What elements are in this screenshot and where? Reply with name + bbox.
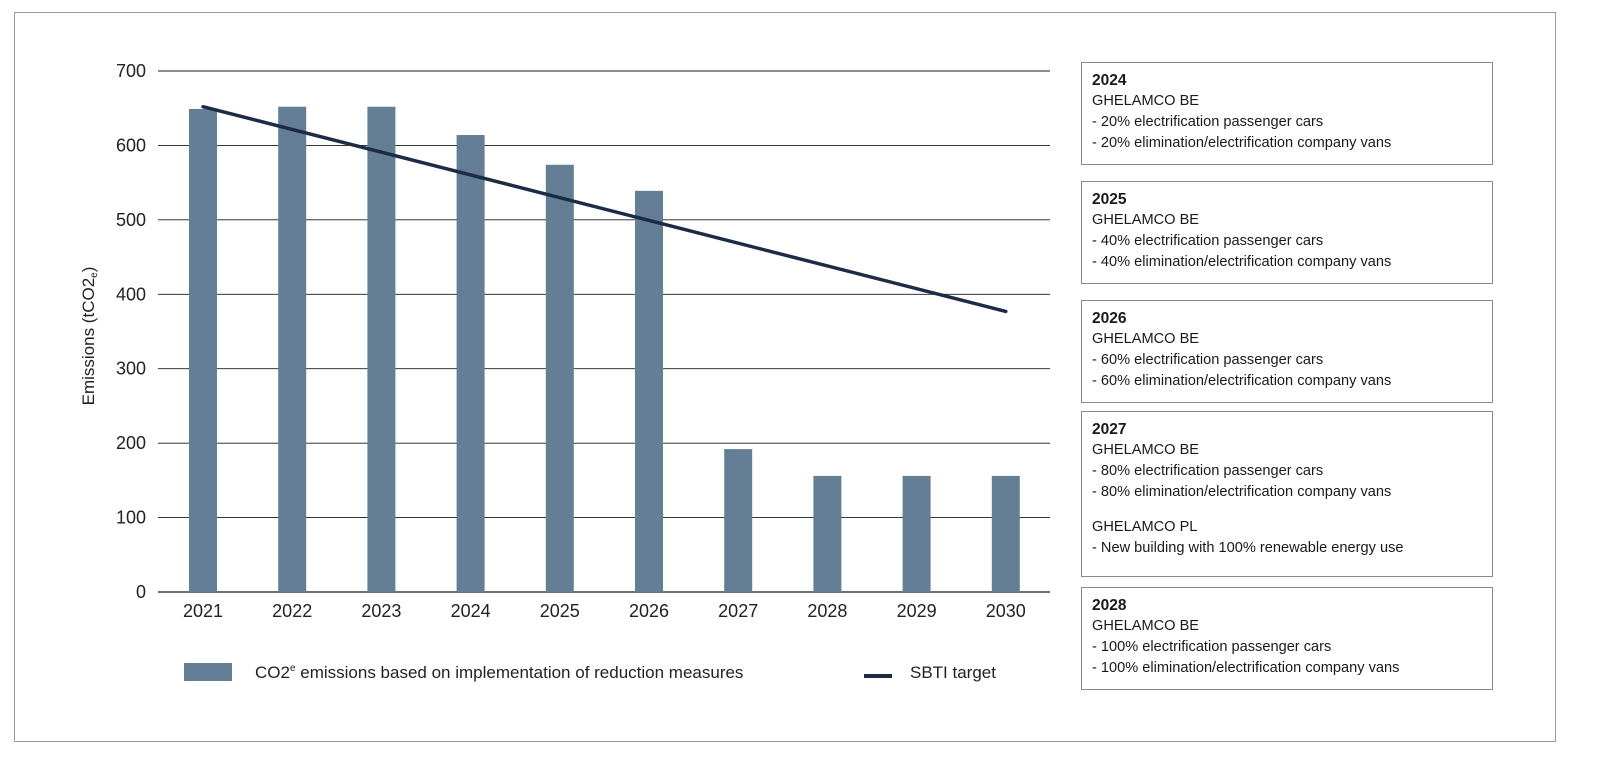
legend-bar-swatch: [184, 663, 232, 681]
y-tick-label: 400: [116, 284, 146, 304]
note-2027: 2027 GHELAMCO BE - 80% electrification p…: [1081, 411, 1493, 577]
note-2028: 2028 GHELAMCO BE - 100% electrification …: [1081, 587, 1493, 690]
figure-frame: [14, 12, 1556, 742]
y-tick-label: 500: [116, 210, 146, 230]
note-spacer: [1092, 503, 1482, 517]
note-2024: 2024 GHELAMCO BE - 20% electrification p…: [1081, 62, 1493, 165]
x-tick-label: 2026: [629, 601, 669, 621]
legend: CO2e emissions based on implementation o…: [184, 663, 996, 682]
note-line: GHELAMCO BE: [1092, 618, 1200, 634]
note-year: 2027: [1092, 421, 1127, 438]
x-tick-label: 2029: [897, 601, 937, 621]
bar: [902, 475, 931, 592]
note-line: GHELAMCO BE: [1092, 93, 1200, 109]
note-line: GHELAMCO BE: [1092, 212, 1200, 228]
note-2026: 2026 GHELAMCO BE - 60% electrification p…: [1081, 300, 1493, 403]
note-line: GHELAMCO PL: [1092, 519, 1198, 535]
note-line: - 20% electrification passenger cars: [1092, 114, 1324, 130]
bar: [456, 135, 485, 592]
x-tick-label: 2022: [272, 601, 312, 621]
y-tick-label: 200: [116, 433, 146, 453]
note-year: 2028: [1092, 597, 1127, 614]
y-tick-label: 100: [116, 508, 146, 528]
x-tick-label: 2030: [986, 601, 1026, 621]
x-tick-label: 2025: [540, 601, 580, 621]
note-line: GHELAMCO BE: [1092, 331, 1200, 347]
note-line: - 100% elimination/electrification compa…: [1092, 660, 1400, 676]
y-axis-title: Emissions (tCO2e): [79, 267, 100, 406]
note-line: - 60% electrification passenger cars: [1092, 352, 1324, 368]
x-tick-label: 2021: [183, 601, 223, 621]
x-axis-ticks: 2021 2022 2023 2024 2025 2026 2027 2028 2029 2030: [183, 601, 1026, 621]
x-tick-label: 2023: [361, 601, 401, 621]
note-line: - 40% elimination/electrification compan…: [1092, 254, 1392, 270]
x-tick-label: 2024: [451, 601, 491, 621]
sbti-target-polyline: [201, 104, 1008, 314]
gridlines: [158, 70, 1050, 593]
bar: [278, 106, 307, 593]
legend-line-swatch: [864, 674, 892, 678]
note-2025: 2025 GHELAMCO BE - 40% electrification p…: [1081, 181, 1493, 284]
bar-series: [189, 106, 1020, 593]
note-line: - 80% elimination/electrification compan…: [1092, 484, 1392, 500]
sbti-target-line: [201, 104, 1008, 314]
bar: [635, 190, 663, 592]
note-year: 2024: [1092, 72, 1127, 89]
note-line: - 20% elimination/electrification compan…: [1092, 135, 1392, 151]
y-tick-label: 300: [116, 359, 146, 379]
note-line: - 40% electrification passenger cars: [1092, 233, 1324, 249]
x-tick-label: 2027: [718, 601, 758, 621]
y-tick-label: 700: [116, 61, 146, 81]
bar: [545, 164, 574, 592]
note-line: GHELAMCO BE: [1092, 442, 1200, 458]
note-year: 2026: [1092, 310, 1127, 327]
bar: [724, 449, 753, 592]
y-axis-ticks: 0 100 200 300 400 500 600 700: [116, 61, 146, 602]
bar: [813, 475, 842, 592]
y-tick-label: 0: [136, 582, 146, 602]
note-line: - 80% electrification passenger cars: [1092, 463, 1324, 479]
y-tick-label: 600: [116, 135, 146, 155]
note-line: - New building with 100% renewable energ…: [1092, 540, 1404, 556]
legend-line-label: SBTI target: [910, 663, 996, 682]
note-line: - 60% elimination/electrification compan…: [1092, 373, 1392, 389]
x-tick-label: 2028: [807, 601, 847, 621]
bar: [367, 106, 396, 593]
note-year: 2025: [1092, 191, 1127, 208]
legend-bar-label: CO2e emissions based on implementation o…: [255, 663, 743, 682]
bar: [189, 108, 217, 593]
bar: [991, 475, 1020, 592]
note-line: - 100% electrification passenger cars: [1092, 639, 1332, 655]
